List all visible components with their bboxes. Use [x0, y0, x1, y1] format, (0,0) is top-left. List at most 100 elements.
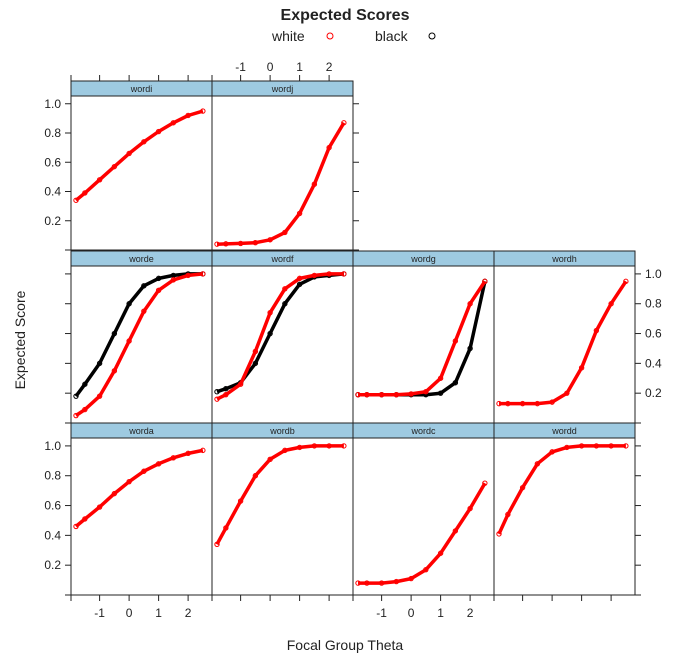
point-white-worda [141, 468, 147, 474]
point-white-wordb [341, 443, 347, 449]
strip-label-wordb: wordb [269, 426, 295, 436]
y-axis-right-row2-tick-label: 0.8 [645, 297, 662, 311]
x-axis-top-col2-tick-label: 1 [296, 60, 303, 74]
point-white-worde [170, 277, 177, 283]
point-white-wordd [623, 443, 629, 449]
point-white-wordd [593, 443, 600, 449]
y-axis-left-row1-tick-label: 1.0 [44, 97, 61, 111]
point-white-wordc [437, 550, 444, 556]
point-white-worda [170, 455, 177, 461]
strip-label-wordc: wordc [410, 426, 436, 436]
point-white-wordf [311, 272, 318, 279]
point-black-wordf [223, 386, 229, 392]
panel-frame-wordj [211, 95, 354, 251]
point-white-wordh [578, 365, 585, 371]
point-white-wordi [155, 128, 162, 135]
point-white-wordj [282, 229, 288, 236]
series-line-white-wordh [499, 280, 628, 406]
strip-label-worda: worda [128, 426, 154, 436]
point-white-wordi [126, 150, 132, 157]
panel-wordb: wordb [211, 422, 354, 596]
y-axis-left-row3-tick-label: 0.4 [44, 528, 61, 542]
point-white-worde [200, 271, 206, 277]
point-white-worde [141, 308, 147, 314]
series-line-black-wordg [358, 281, 487, 397]
point-white-wordb [326, 443, 332, 449]
point-white-wordb [237, 498, 244, 504]
point-white-wordg [393, 391, 400, 398]
strip-label-worde: worde [128, 254, 154, 264]
panel-wordf: wordf [211, 250, 354, 424]
point-white-worda [155, 461, 162, 467]
x-axis-bottom-col3-tick-label: -1 [376, 606, 387, 620]
point-white-wordd [534, 461, 541, 467]
point-white-wordf [214, 396, 220, 402]
point-white-wordj [252, 239, 259, 246]
strip-label-wordf: wordf [270, 254, 294, 264]
series-line-black-worde [74, 272, 203, 398]
point-white-wordc [355, 580, 361, 586]
point-white-wordb [214, 541, 220, 548]
point-white-wordh [505, 400, 511, 407]
point-white-wordc [423, 566, 429, 573]
strip-label-wordd: wordd [551, 426, 577, 436]
y-axis-left-row1-tick-label: 0.4 [44, 185, 61, 199]
point-white-wordg [378, 391, 385, 398]
point-white-wordi [96, 177, 103, 183]
x-axis-top-col2-tick-label: 2 [326, 60, 333, 74]
point-white-wordi [200, 108, 206, 114]
panel-frame-wordh [493, 265, 636, 424]
series-line-white-wordd [497, 444, 626, 535]
y-axis-left-row1-tick-label: 0.8 [44, 126, 61, 140]
point-white-wordg [482, 278, 488, 285]
point-white-wordf [237, 381, 244, 387]
y-axis-left-row3-tick-label: 1.0 [44, 439, 61, 453]
point-white-wordd [549, 449, 555, 455]
point-white-worde [111, 368, 118, 374]
panel-wordj: wordj [211, 80, 354, 251]
point-white-wordb [282, 447, 288, 454]
series-line-white-worde [75, 272, 204, 417]
point-white-wordi [170, 120, 177, 126]
point-white-wordj [223, 241, 229, 247]
point-white-wordb [296, 444, 303, 451]
point-white-wordj [296, 210, 303, 217]
point-white-wordd [505, 511, 511, 518]
panel-frame-wordi [70, 95, 213, 251]
legend-label-black: black [375, 28, 409, 44]
y-axis-left-row1-tick-label: 0.2 [44, 214, 61, 228]
point-white-wordc [378, 580, 385, 586]
x-axis-bottom-col1-tick-label: -1 [94, 606, 105, 620]
point-white-wordc [364, 580, 370, 586]
panel-worde: worde [70, 250, 213, 424]
point-white-worde [82, 406, 88, 413]
point-white-wordh [608, 301, 614, 307]
point-black-wordf [267, 330, 273, 337]
y-axis-left-row3-tick-label: 0.6 [44, 499, 61, 513]
point-black-wordf [252, 360, 259, 367]
strip-label-wordi: wordi [130, 84, 153, 94]
point-white-worda [96, 504, 103, 510]
panel-frame-worda [70, 437, 213, 596]
point-white-wordi [141, 139, 147, 145]
panel-wordi: wordi [70, 80, 213, 251]
point-white-wordi [185, 112, 191, 119]
point-white-worde [126, 338, 132, 344]
series-line-white-wordi [74, 109, 204, 202]
point-white-worda [200, 447, 206, 454]
panel-wordg: wordg [352, 250, 495, 424]
point-white-wordf [326, 271, 332, 277]
x-axis-bottom-col3-tick-label: 1 [437, 606, 444, 620]
panel-wordd: wordd [493, 422, 636, 596]
y-axis-label: Expected Score [12, 290, 28, 389]
panel-frame-wordg [352, 265, 495, 424]
point-black-worde [82, 381, 88, 387]
point-white-wordb [267, 456, 273, 463]
y-axis-left-row3-tick-label: 0.2 [44, 558, 61, 572]
panel-wordh: wordh [493, 250, 636, 424]
point-white-wordg [437, 375, 444, 381]
legend-marker-white [326, 32, 334, 40]
y-axis-right-row2-tick-label: 1.0 [645, 267, 662, 281]
point-white-wordh [623, 278, 629, 285]
